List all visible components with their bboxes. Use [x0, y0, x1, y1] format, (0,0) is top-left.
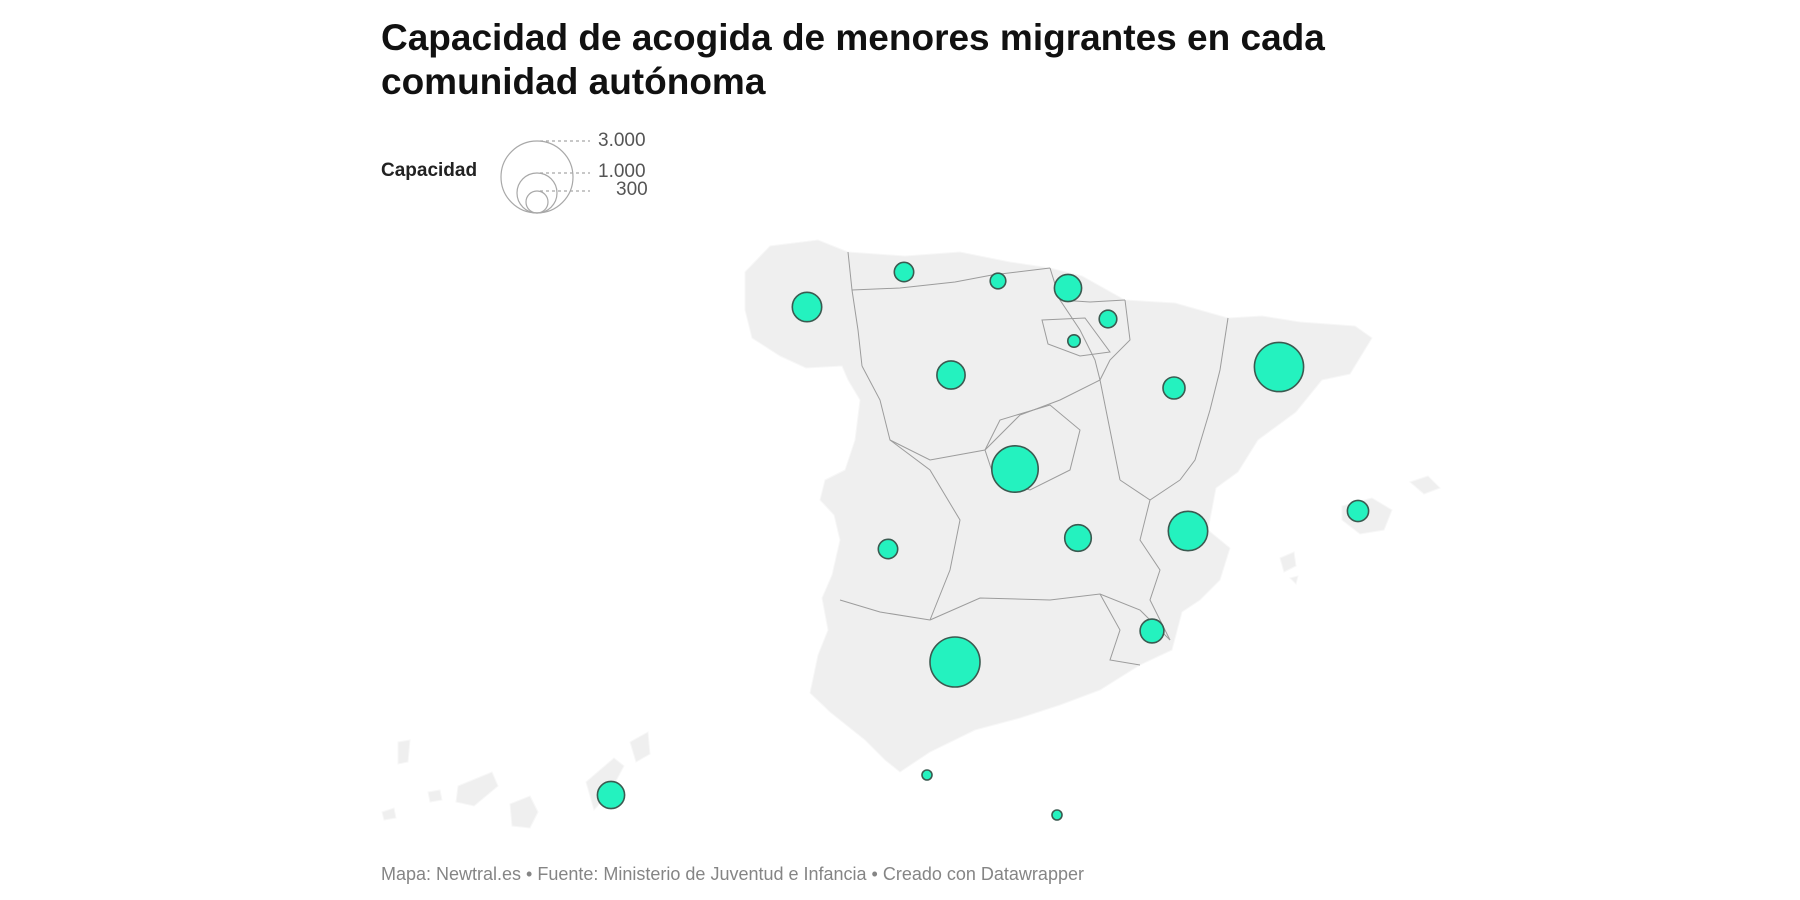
- canarias-lanzarote: [629, 731, 651, 763]
- menorca: [1409, 475, 1441, 495]
- bubble-castilla-y-leon[interactable]: [936, 360, 966, 390]
- border-extremadura-east: [889, 439, 961, 621]
- border-murcia: [1099, 593, 1141, 666]
- bubble-la-rioja[interactable]: [1067, 333, 1082, 348]
- bubble-murcia[interactable]: [1139, 618, 1165, 644]
- border-valencia-west: [1139, 499, 1171, 641]
- formentera: [1289, 575, 1299, 585]
- bubble-extremadura[interactable]: [877, 538, 899, 560]
- bubble-madrid[interactable]: [990, 444, 1039, 493]
- bubble-castilla-la-mancha[interactable]: [1063, 523, 1093, 553]
- border-aragon-west: [1099, 299, 1131, 481]
- border-aragon-east: [1179, 317, 1229, 481]
- legend-value-1000: 1.000: [598, 161, 646, 182]
- canarias-gran-canaria: [509, 795, 539, 829]
- ibiza: [1279, 551, 1297, 573]
- bubble-comunidad-valenciana[interactable]: [1167, 510, 1209, 552]
- border-cyl-south: [861, 365, 1101, 461]
- legend-value-300: 300: [616, 179, 648, 200]
- bubble-ceuta[interactable]: [921, 769, 933, 781]
- canarias-el-hierro: [381, 807, 397, 821]
- bubble-pais-vasco[interactable]: [1053, 273, 1083, 303]
- canarias-la-palma: [397, 739, 411, 765]
- peninsula: [744, 239, 1373, 773]
- size-legend: [500, 140, 590, 214]
- border-extremadura-south: [839, 599, 931, 621]
- bubble-galicia[interactable]: [791, 291, 823, 323]
- legend-circle-1000: [516, 172, 558, 214]
- legend-circle-3000: [500, 140, 574, 214]
- bubble-melilla[interactable]: [1051, 809, 1063, 821]
- map-title: Capacidad de acogida de menores migrante…: [381, 17, 1325, 102]
- legend-circle-300: [525, 190, 549, 214]
- canarias-la-gomera: [427, 789, 443, 803]
- footer-source: Mapa: Newtral.es • Fuente: Ministerio de…: [381, 864, 1084, 884]
- border-clm-south: [929, 593, 1171, 641]
- capacity-bubbles: [596, 261, 1370, 821]
- canarias-tenerife: [455, 771, 499, 807]
- bubble-baleares[interactable]: [1346, 499, 1370, 523]
- bubble-cataluna[interactable]: [1253, 341, 1305, 393]
- bubble-asturias[interactable]: [893, 261, 915, 283]
- bubble-andalucia[interactable]: [929, 636, 981, 688]
- legend-value-3000: 3.000: [598, 130, 646, 151]
- bubble-navarra[interactable]: [1098, 309, 1118, 329]
- border-asturias-cantabria: [851, 267, 1051, 291]
- border-galicia: [847, 251, 863, 367]
- region-borders: [839, 251, 1229, 666]
- bubble-canarias[interactable]: [596, 780, 626, 810]
- border-la-rioja: [1041, 317, 1111, 357]
- bubble-cantabria[interactable]: [989, 272, 1007, 290]
- land: [381, 239, 1441, 829]
- legend-label: Capacidad: [381, 160, 478, 181]
- bubble-aragon[interactable]: [1162, 376, 1186, 400]
